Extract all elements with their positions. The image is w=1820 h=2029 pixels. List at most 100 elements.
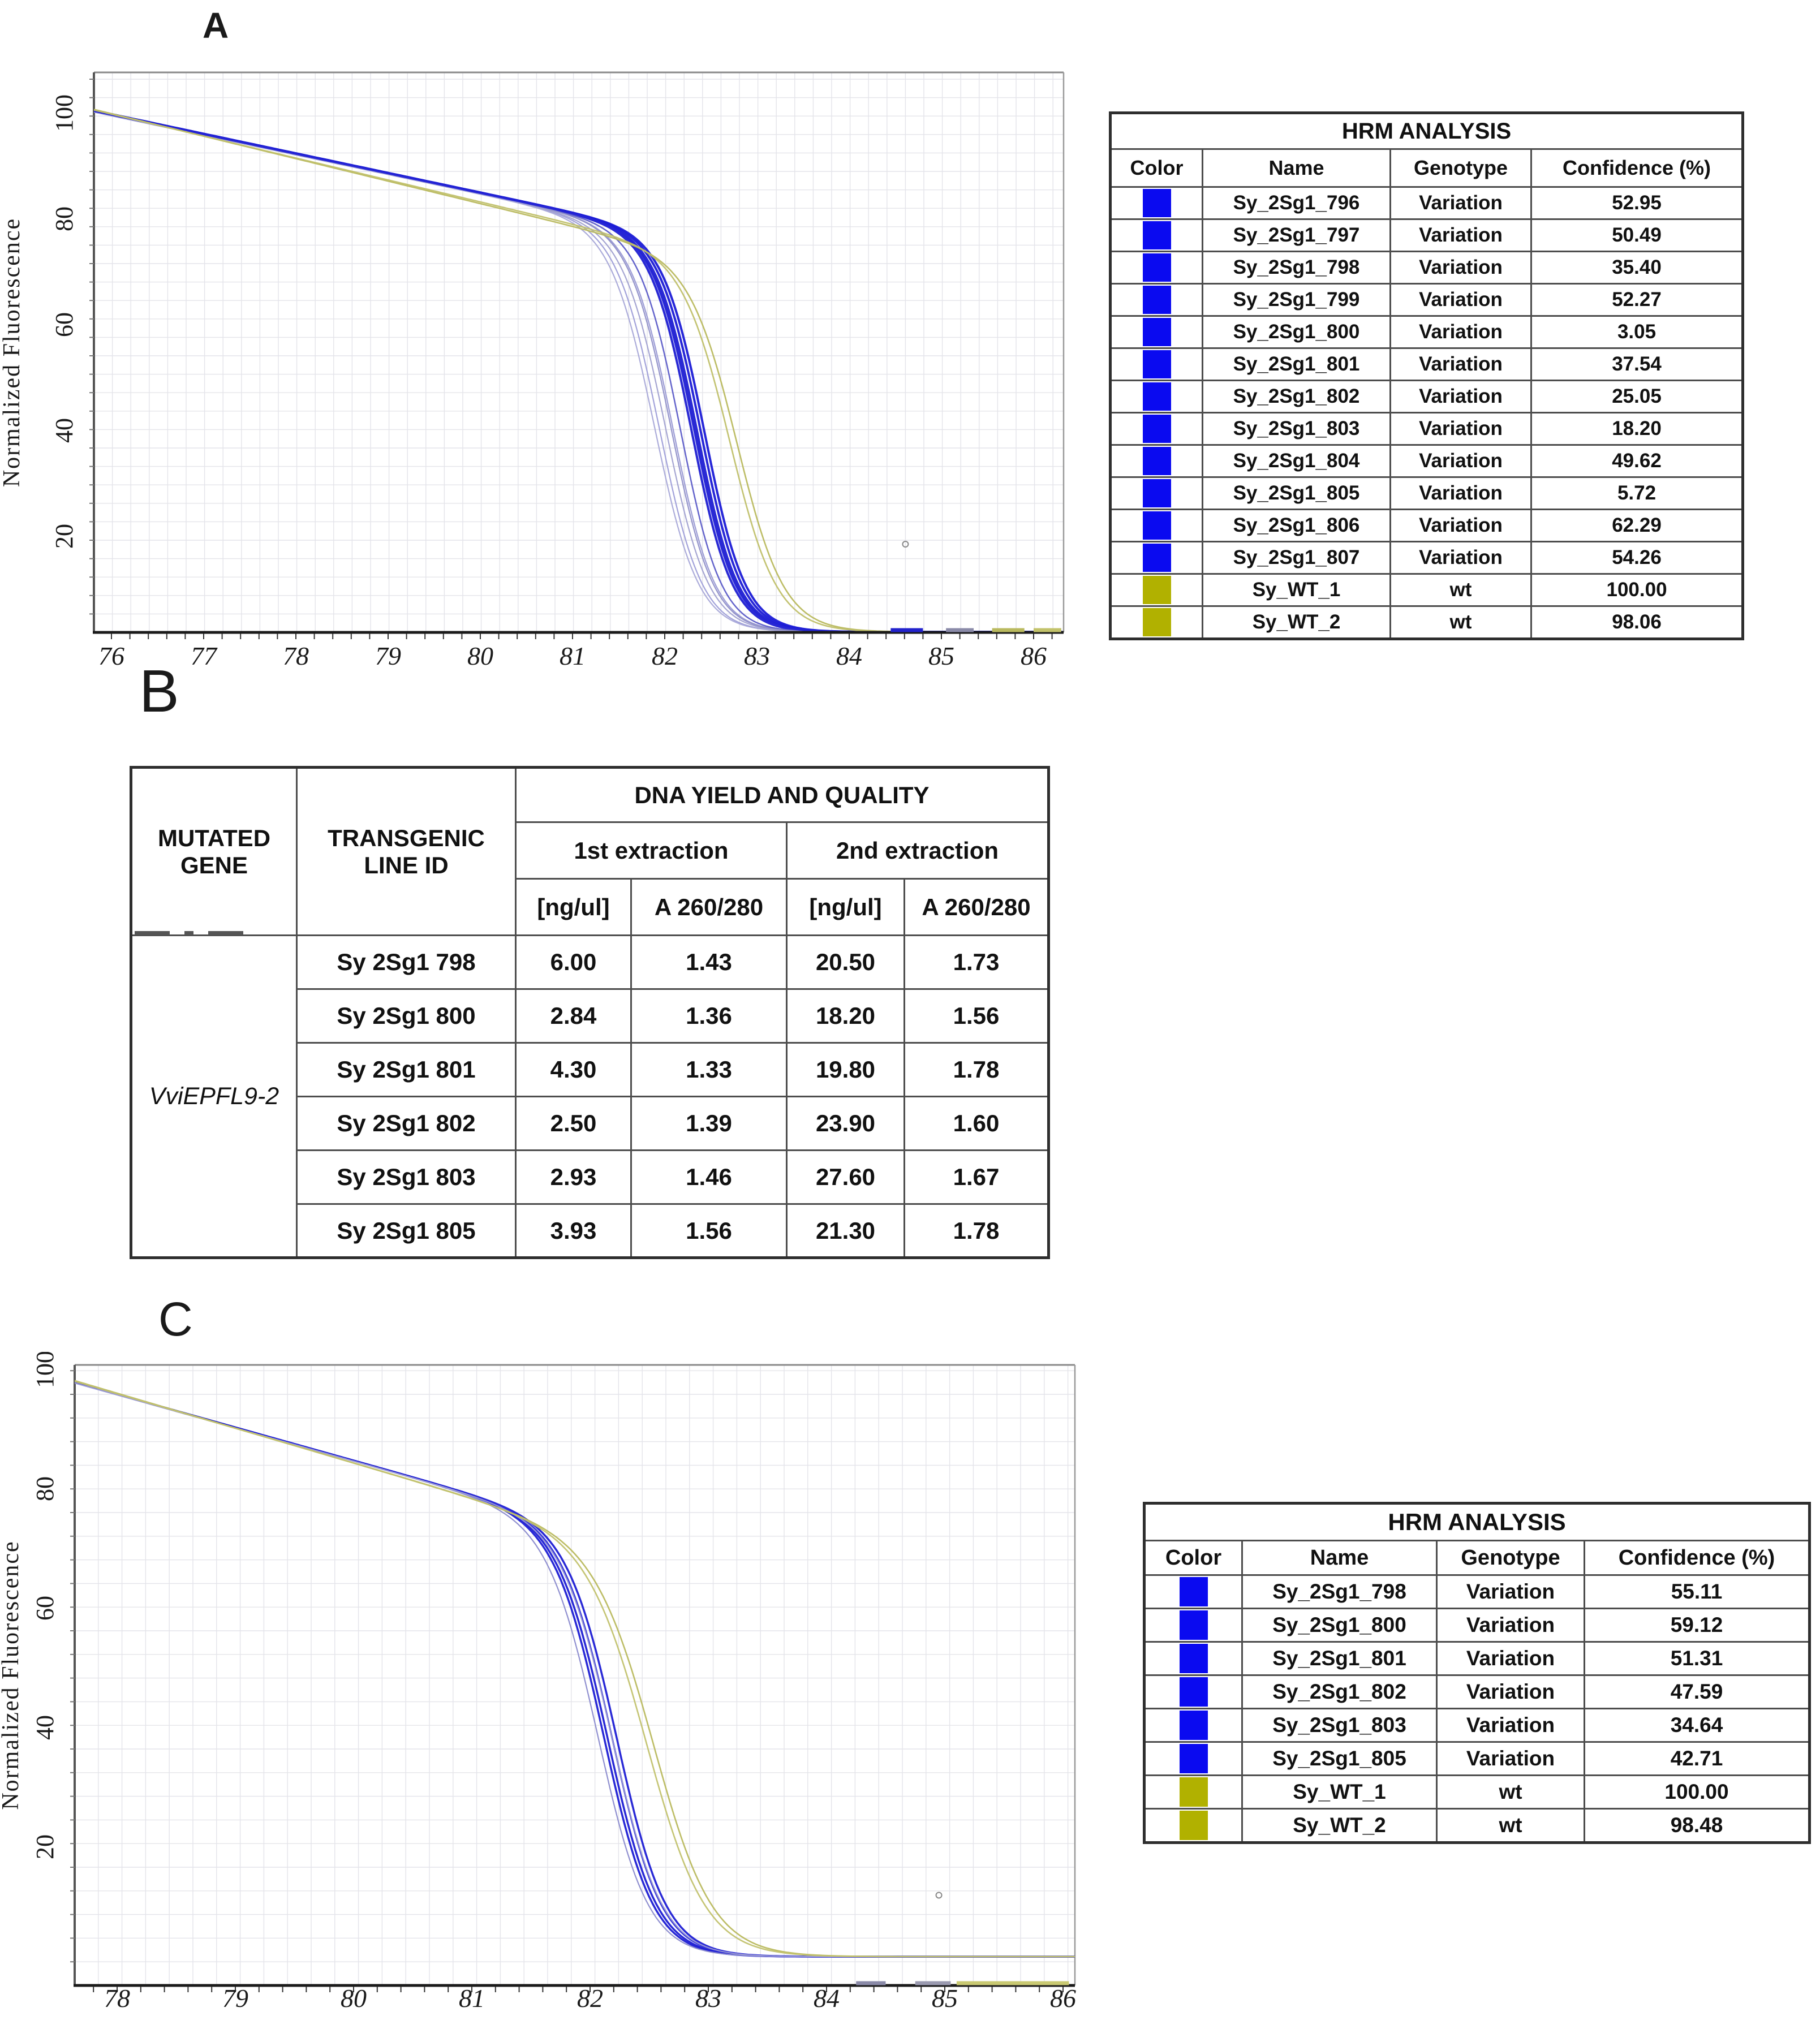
curve-Sy_2Sg1_797: [94, 110, 1062, 632]
x-tick-label: 85: [932, 1984, 958, 2013]
x-tick-label: 80: [467, 641, 493, 670]
hrm-table-title: HRM ANALYSIS: [1109, 112, 1744, 150]
ext1-ratio-cell: 1.33: [630, 1042, 788, 1097]
x-tick-label: 81: [560, 641, 586, 670]
chart-c-svg: 78 79 80 81 82 83 84 85 86 20 40 60 80 100 Normalized …: [0, 1351, 1076, 2013]
hrm-cell-genotype: Variation: [1389, 541, 1532, 575]
x-tick-label: 80: [341, 1984, 367, 2013]
ext1-ratio-cell: 1.56: [630, 1203, 788, 1259]
hrm-row: Sy_2Sg1_806 Variation 62.29: [1109, 509, 1744, 542]
x-tick-label: 83: [695, 1984, 721, 2013]
color-cell: [1109, 444, 1203, 478]
hrm-cell-genotype: Variation: [1436, 1574, 1585, 1609]
ext2-ratio-cell: 1.67: [903, 1149, 1049, 1205]
ext1-conc-cell: 2.93: [515, 1149, 632, 1205]
dna-table-row: Sy 2Sg1 805 3.93 1.56 21.30 1.78: [131, 1203, 1049, 1259]
ext1-conc-cell: 6.00: [515, 934, 632, 990]
dna-table: MUTATED GENE TRANSGENIC LINE ID DNA YIELD …: [130, 766, 1050, 1259]
hrm-cell-confidence: 35.40: [1530, 251, 1744, 285]
y-tick-label: 100: [31, 1352, 59, 1388]
hrm-row: Sy_2Sg1_800 Variation 59.12: [1143, 1608, 1811, 1643]
hrm-col-header-name: Name: [1241, 1540, 1438, 1576]
series-color-swatch: [1142, 447, 1171, 475]
hrm-row: Sy_WT_2 wt 98.48: [1143, 1808, 1811, 1843]
hrm-analysis-table-c: HRM ANALYSIS Color Name Genotype Confidence …: [1143, 1502, 1812, 1844]
color-cell: [1143, 1808, 1243, 1843]
curve-Sy_2Sg1_801: [75, 1381, 1075, 1958]
ext2-conc-cell: 27.60: [786, 1149, 905, 1205]
color-cell: [1109, 283, 1203, 317]
hrm-row: Sy_2Sg1_804 Variation 49.62: [1109, 444, 1744, 478]
curve-Sy_2Sg1_805: [94, 111, 1062, 632]
hrm-cell-name: Sy_2Sg1_805: [1202, 476, 1391, 510]
hrm-cell-genotype: Variation: [1436, 1708, 1585, 1743]
color-cell: [1109, 315, 1203, 349]
grid-lines: [94, 72, 1064, 632]
col-header-ngul-2: [ng/ul]: [786, 878, 905, 936]
hrm-cell-genotype: wt: [1389, 573, 1532, 607]
color-cell: [1109, 347, 1203, 381]
hrm-cell-name: Sy_2Sg1_806: [1202, 509, 1391, 542]
hrm-cell-confidence: 47.59: [1583, 1674, 1811, 1709]
color-cell: [1109, 218, 1203, 252]
hrm-row: Sy_2Sg1_802 Variation 47.59: [1143, 1674, 1811, 1709]
ext2-conc-cell: 21.30: [786, 1203, 905, 1259]
hrm-cell-genotype: Variation: [1389, 218, 1532, 252]
hrm-cell-confidence: 51.31: [1583, 1641, 1811, 1676]
x-tick-label: 79: [222, 1984, 248, 2013]
hrm-cell-confidence: 5.72: [1530, 476, 1744, 510]
curves-group: [94, 109, 1062, 632]
hrm-cell-name: Sy_2Sg1_798: [1202, 251, 1391, 285]
ext1-ratio-cell: 1.43: [630, 934, 788, 990]
col-header-ngul-1: [ng/ul]: [515, 878, 632, 936]
hrm-col-header-name: Name: [1202, 148, 1391, 188]
hrm-cell-name: Sy_2Sg1_805: [1241, 1741, 1438, 1776]
x-tick-label: 76: [98, 641, 124, 670]
x-tick-label: 78: [104, 1984, 130, 2013]
series-color-swatch: [1142, 382, 1171, 411]
x-tick-label: 78: [283, 641, 309, 670]
series-color-swatch: [1142, 221, 1171, 249]
hrm-row: Sy_2Sg1_802 Variation 25.05: [1109, 380, 1744, 413]
color-cell: [1109, 476, 1203, 510]
hrm-cell-genotype: wt: [1389, 605, 1532, 640]
color-cell: [1109, 186, 1203, 220]
hrm-cell-genotype: Variation: [1436, 1674, 1585, 1709]
y-tick-label: 80: [31, 1476, 59, 1501]
hrm-row: Sy_2Sg1_805 Variation 42.71: [1143, 1741, 1811, 1776]
y-axis-title: Normalized Fluorescence: [0, 218, 25, 487]
x-tick-label: 86: [1050, 1984, 1076, 2013]
stray-dot: [935, 1892, 943, 1899]
ext2-ratio-cell: 1.78: [903, 1203, 1049, 1259]
melt-curve-chart-c: 78 79 80 81 82 83 84 85 86 20 40 60 80 100 Normalized …: [0, 1351, 1115, 2026]
hrm-col-header-color: Color: [1109, 148, 1203, 188]
series-color-swatch: [1179, 1744, 1208, 1773]
hrm-cell-genotype: Variation: [1389, 251, 1532, 285]
ext1-conc-cell: 3.93: [515, 1203, 632, 1259]
ext2-conc-cell: 23.90: [786, 1096, 905, 1151]
curve-Sy_2Sg1_796: [94, 110, 1062, 632]
series-color-swatch: [1142, 350, 1171, 378]
hrm-cell-genotype: Variation: [1389, 444, 1532, 478]
dna-table-row: Sy 2Sg1 800 2.84 1.36 18.20 1.56: [131, 988, 1049, 1044]
x-tick-label: 82: [652, 641, 678, 670]
ext2-ratio-cell: 1.73: [903, 934, 1049, 990]
hrm-cell-confidence: 98.48: [1583, 1808, 1811, 1843]
hrm-cell-genotype: Variation: [1389, 347, 1532, 381]
hrm-cell-genotype: Variation: [1436, 1741, 1585, 1776]
dna-table-row: Sy 2Sg1 803 2.93 1.46 27.60 1.67: [131, 1149, 1049, 1205]
hrm-row: Sy_2Sg1_803 Variation 18.20: [1109, 412, 1744, 446]
hrm-cell-genotype: Variation: [1436, 1608, 1585, 1643]
ext1-ratio-cell: 1.39: [630, 1096, 788, 1151]
series-color-swatch: [1179, 1777, 1208, 1807]
hrm-cell-confidence: 49.62: [1530, 444, 1744, 478]
ext2-ratio-cell: 1.56: [903, 988, 1049, 1044]
series-color-swatch: [1142, 608, 1171, 636]
hrm-cell-name: Sy_2Sg1_799: [1202, 283, 1391, 317]
hrm-cell-confidence: 42.71: [1583, 1741, 1811, 1776]
ext2-conc-cell: 20.50: [786, 934, 905, 990]
col-header-a260280-2: A 260/280: [903, 878, 1049, 936]
hrm-cell-name: Sy_2Sg1_804: [1202, 444, 1391, 478]
hrm-cell-genotype: Variation: [1389, 476, 1532, 510]
hrm-cell-confidence: 3.05: [1530, 315, 1744, 349]
